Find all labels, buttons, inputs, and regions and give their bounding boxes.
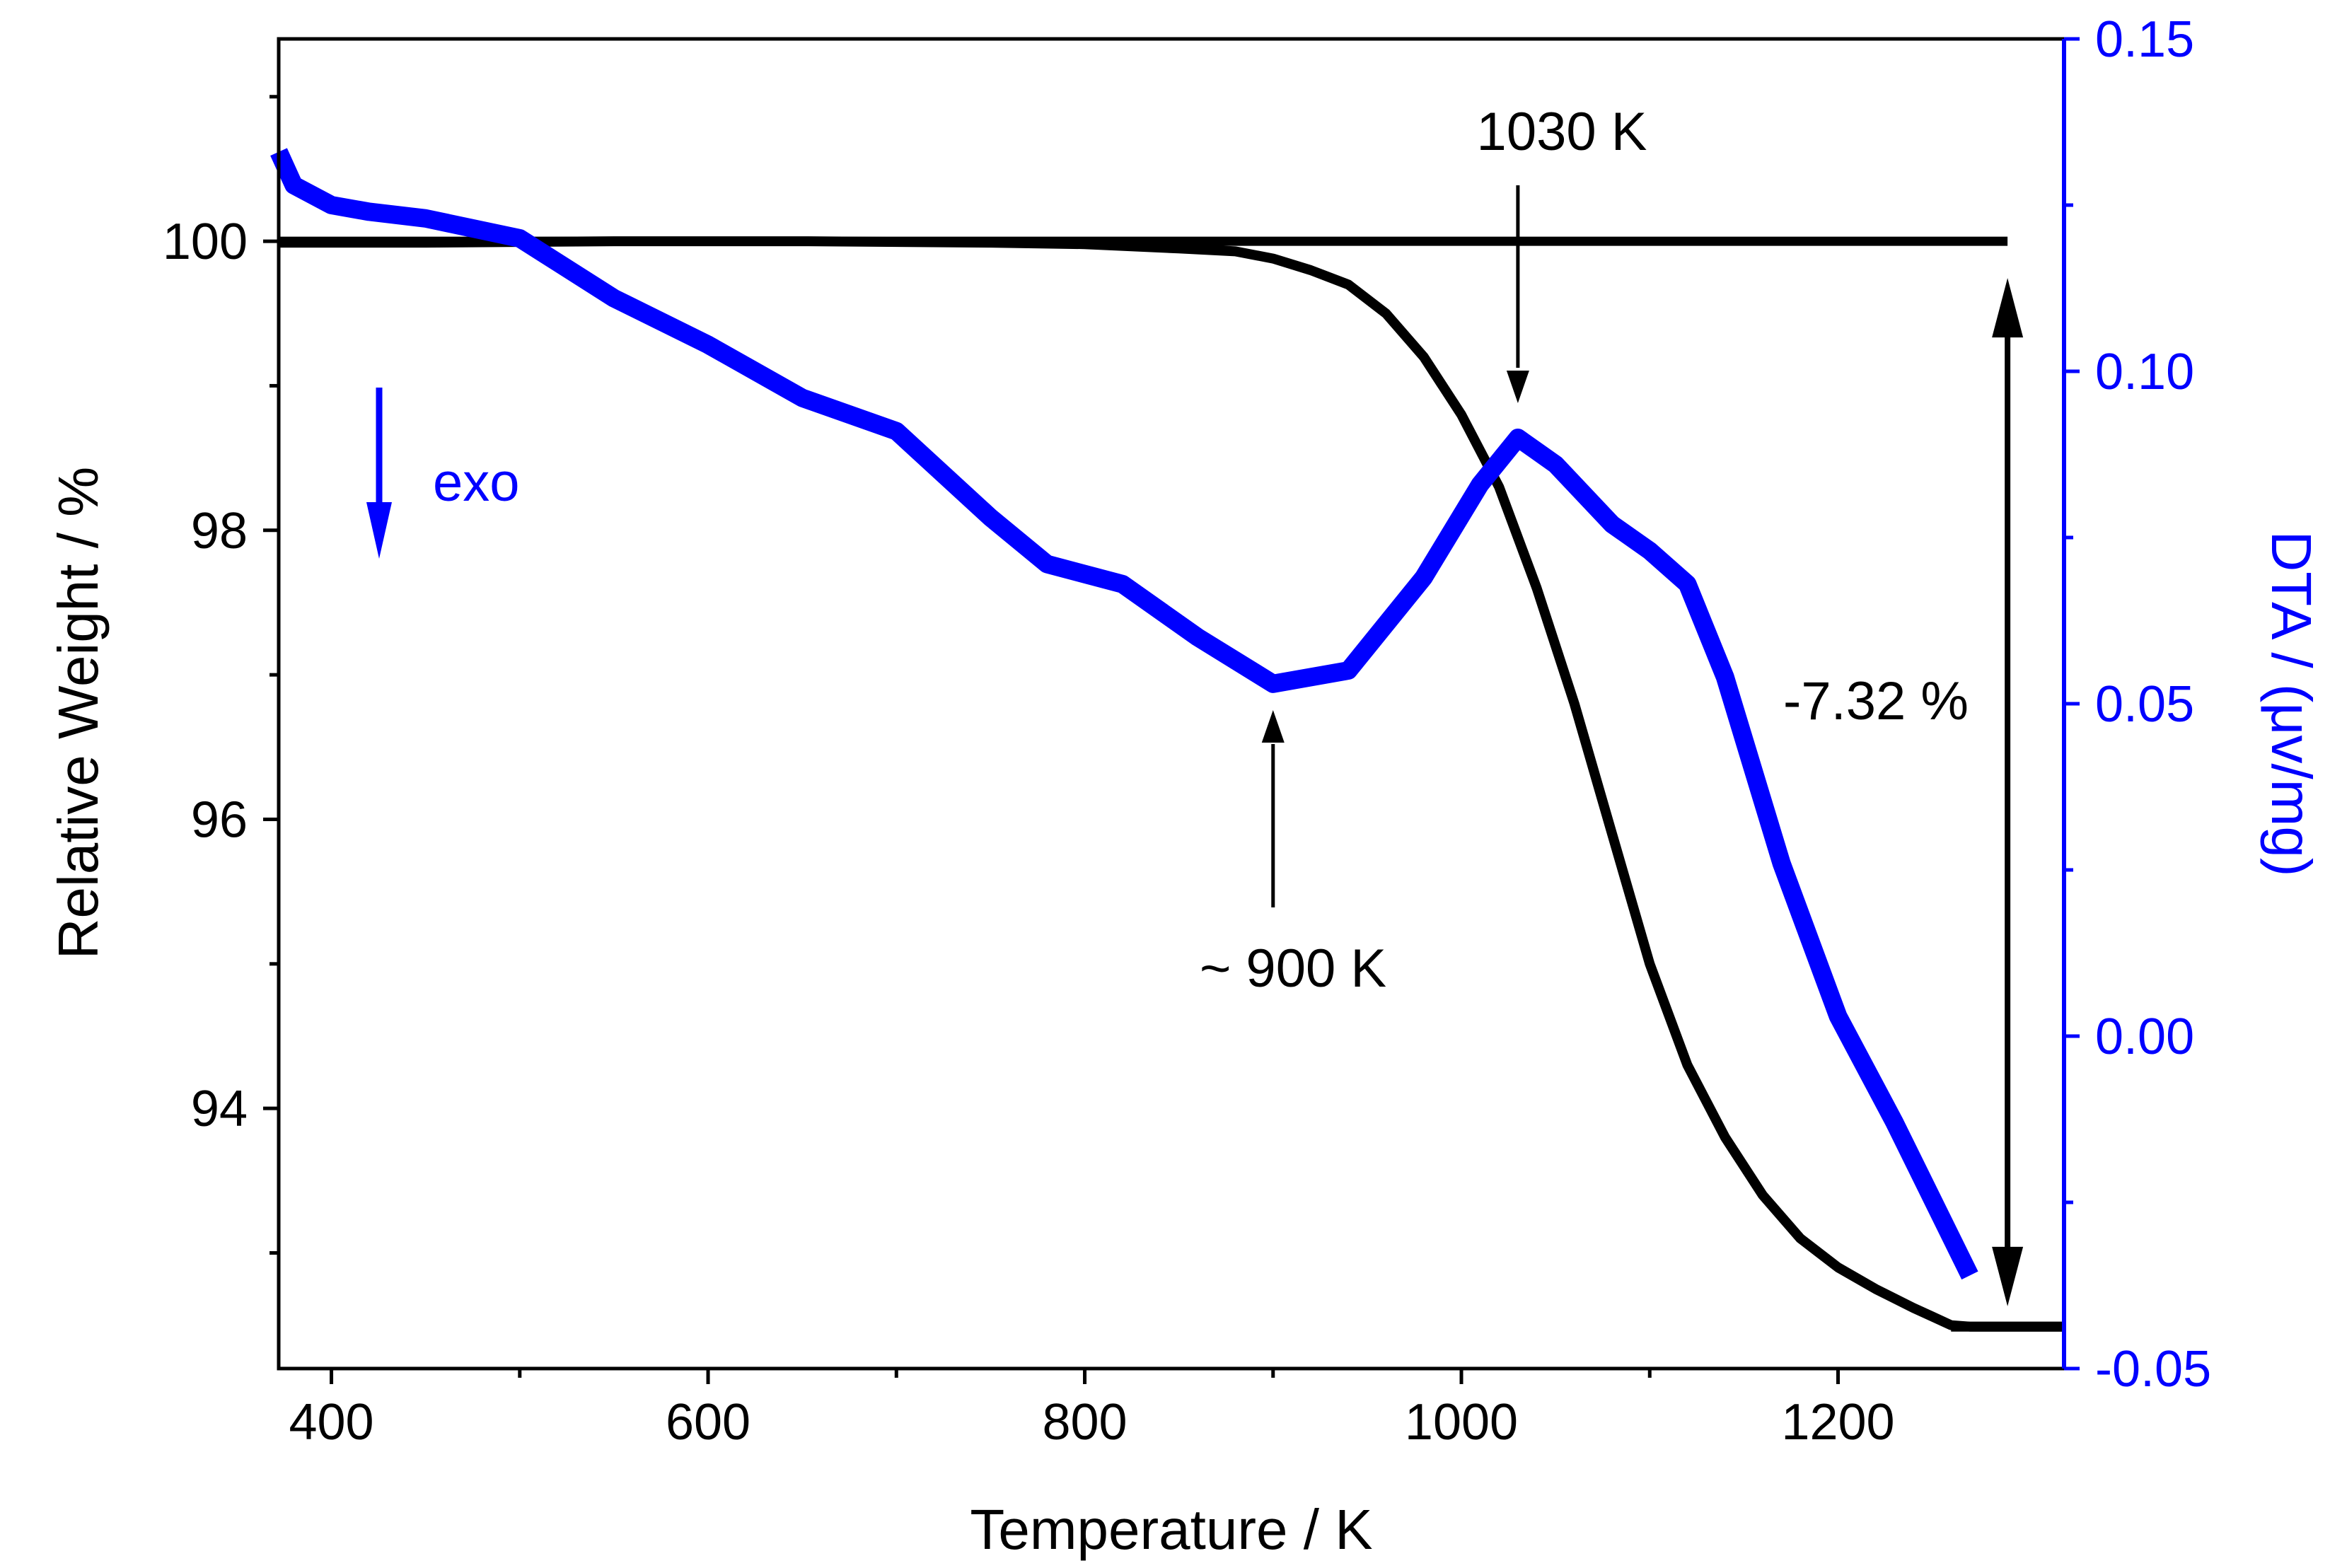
y2-tick-label: -0.05 <box>2095 1341 2211 1398</box>
y2-tick-label: 0.10 <box>2095 344 2194 400</box>
x-tick-label: 800 <box>1042 1394 1127 1451</box>
y-tick-label: 96 <box>191 791 248 848</box>
y-tick-label: 94 <box>191 1081 248 1137</box>
annotation-weight-loss: -7.32 % <box>1783 671 1969 731</box>
plot-area-group <box>270 148 2064 1332</box>
x-tick-label: 600 <box>666 1394 750 1451</box>
x-tick-label: 400 <box>289 1394 373 1451</box>
y-axis-label: Relative Weight / % <box>47 467 110 960</box>
y2-axis-label: DTA / (μv/mg) <box>2260 530 2323 876</box>
exo-arrow-head <box>366 502 392 559</box>
dta-curve <box>270 148 1978 1280</box>
x-tick-label: 1200 <box>1781 1394 1894 1451</box>
annotation-900k: ~ 900 K <box>1200 939 1386 999</box>
y-tick-label: 98 <box>191 503 248 559</box>
y2-tick-label: 0.15 <box>2095 11 2194 68</box>
annotation-1030k: 1030 K <box>1477 102 1647 162</box>
labels-group: Temperature / K Relative Weight / % DTA … <box>47 467 2323 1561</box>
weight-loss-arrow-head-top <box>1992 278 2024 338</box>
weight-loss-arrow-head-bottom <box>1992 1246 2024 1306</box>
ticks-group: 400 600 800 1000 1200 94 96 98 100 -0.05 0.00 0.05 0… <box>163 11 2211 1451</box>
y2-tick-label: 0.05 <box>2095 676 2194 733</box>
annotation-exo: exo <box>433 453 520 513</box>
y-tick-label: 100 <box>163 214 248 270</box>
y2-tick-label: 0.00 <box>2095 1009 2194 1065</box>
tga-curve <box>279 236 2064 1332</box>
annotations-group: 1030 K ~ 900 K -7.32 % exo <box>366 102 2024 1306</box>
x-axis-label: Temperature / K <box>970 1498 1372 1561</box>
x-tick-label: 1000 <box>1405 1394 1518 1451</box>
arrow-1030k-head <box>1506 371 1529 403</box>
arrow-900k-head <box>1261 710 1285 743</box>
